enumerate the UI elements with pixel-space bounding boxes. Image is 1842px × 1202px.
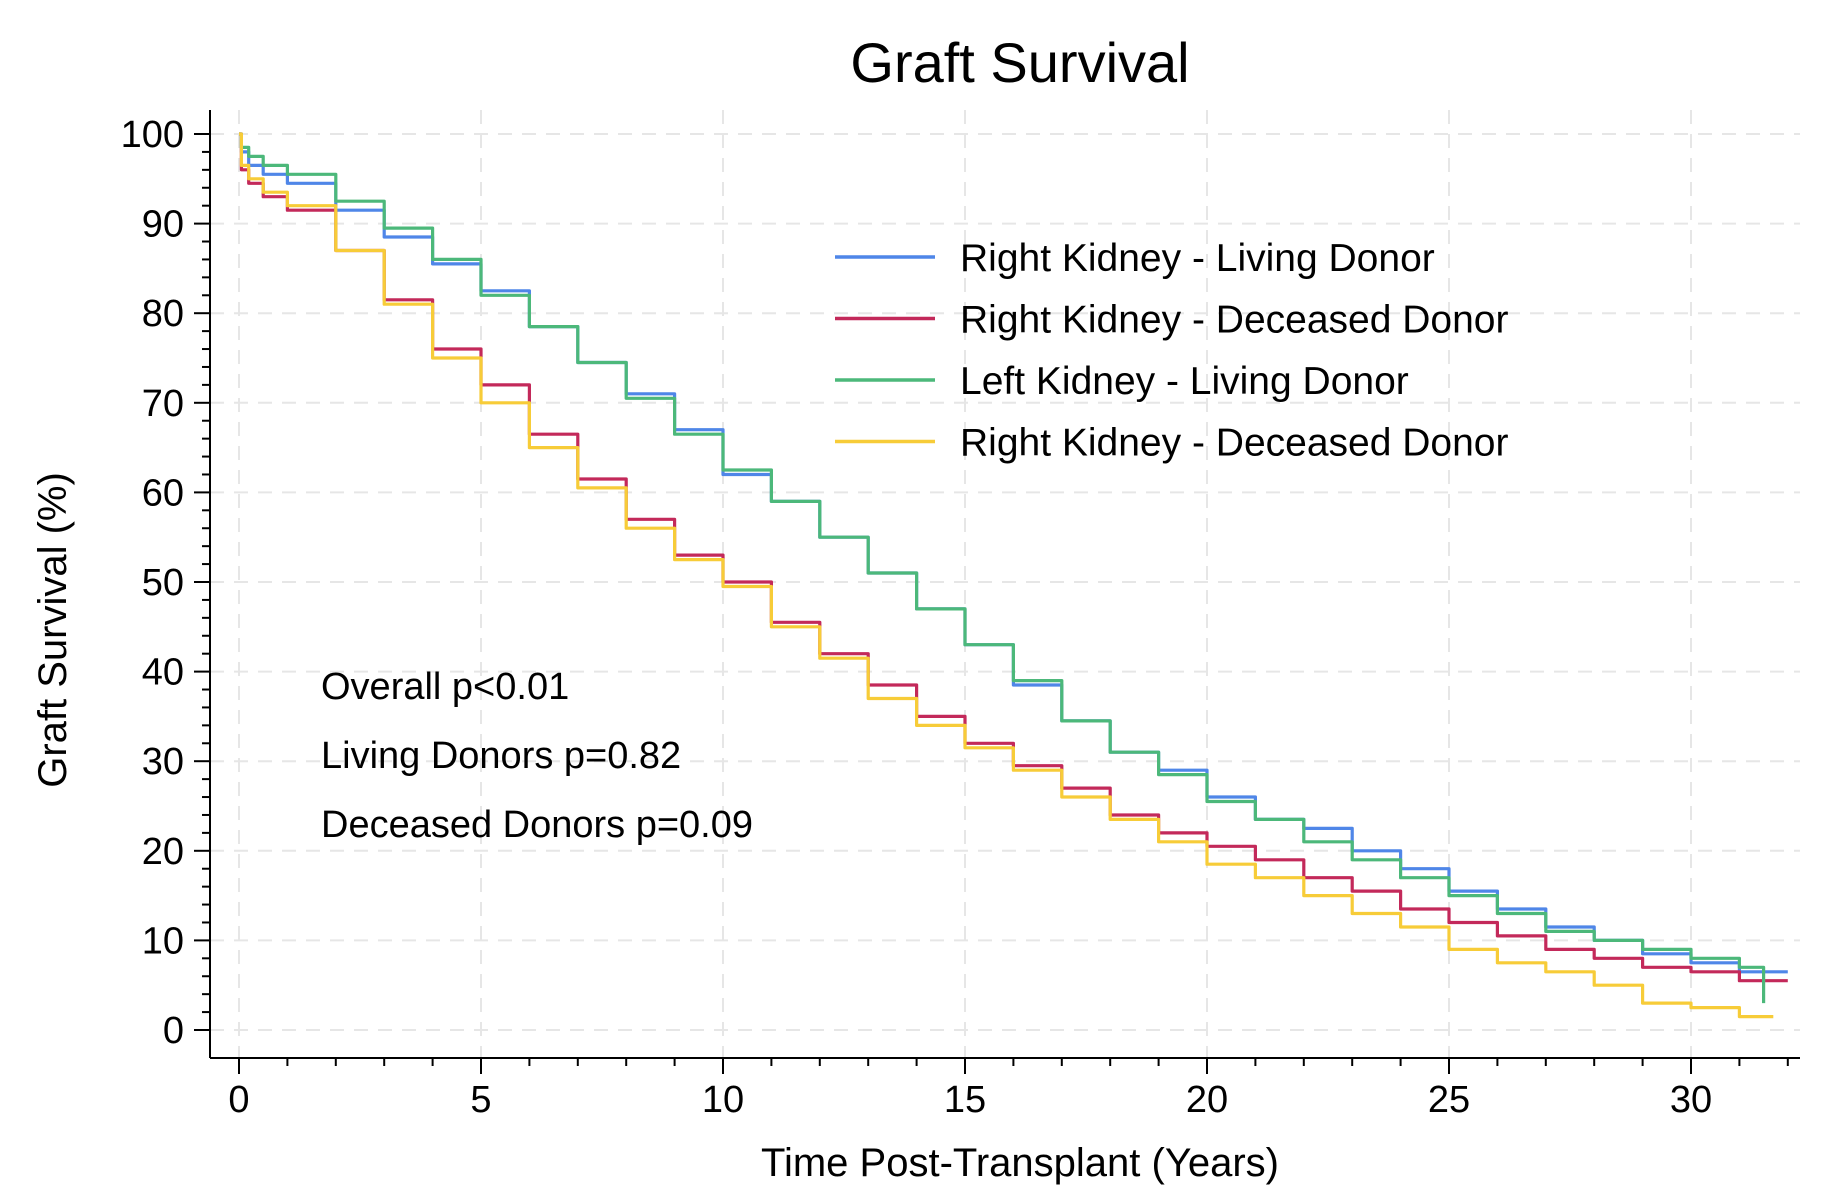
legend-label-2: Right Kidney - Deceased Donor: [960, 299, 1508, 342]
legend-label-1: Right Kidney - Living Donor: [960, 237, 1435, 280]
y-tick-label: 40: [142, 652, 184, 694]
p-value-annotation: Deceased Donors p=0.09: [321, 804, 753, 846]
y-tick-label: 70: [142, 383, 184, 425]
x-axis-title: Time Post-Transplant (Years): [761, 1141, 1279, 1185]
y-tick-label: 60: [142, 472, 184, 514]
series-line-4: [239, 132, 1774, 1019]
legend-label-3: Left Kidney - Living Donor: [960, 360, 1409, 403]
y-tick-label: 20: [142, 831, 184, 873]
series-layer: [239, 132, 1788, 1019]
legend: Right Kidney - Living Donor Right Kidney …: [835, 237, 1508, 465]
chart-title: Graft Survival: [850, 31, 1189, 94]
x-tick-label: 30: [1670, 1079, 1712, 1121]
p-value-annotation: Living Donors p=0.82: [321, 735, 681, 777]
x-tick-label: 10: [702, 1079, 744, 1121]
y-tick-label: 0: [163, 1010, 184, 1052]
y-tick-label: 10: [142, 920, 184, 962]
x-tick-label: 0: [228, 1079, 249, 1121]
series-line-3: [239, 132, 1766, 1004]
x-tick-label: 20: [1186, 1079, 1228, 1121]
p-value-annotations: Overall p<0.01 Living Donors p=0.82 Deceas…: [321, 666, 753, 846]
y-tick-label: 50: [142, 562, 184, 604]
y-tick-label: 30: [142, 741, 184, 783]
p-value-annotation: Overall p<0.01: [321, 666, 569, 708]
x-tick-label: 25: [1428, 1079, 1470, 1121]
x-tick-label: 15: [944, 1079, 986, 1121]
axes-layer: 0 10 20 30 40 50 60 70 80 90 100 0 5 10 15 20 25 30: [121, 110, 1800, 1121]
y-tick-label: 100: [121, 114, 184, 156]
legend-label-4: Right Kidney - Deceased Donor: [960, 422, 1508, 465]
y-tick-label: 80: [142, 293, 184, 335]
grid-layer: [210, 110, 1800, 1058]
y-tick-label: 90: [142, 204, 184, 246]
x-tick-label: 5: [470, 1079, 491, 1121]
y-axis-title: Graft Survival (%): [31, 472, 75, 788]
